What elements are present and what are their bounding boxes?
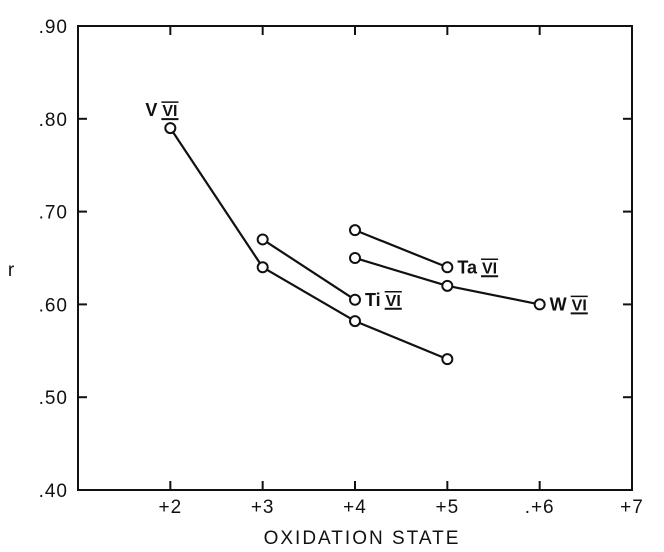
- series-label-element: W: [550, 294, 567, 314]
- series-line-segment: [358, 321, 444, 359]
- y-tick-label: .70: [39, 203, 68, 224]
- y-tick-label: .80: [39, 110, 68, 131]
- series-line-segment: [265, 268, 352, 320]
- markers-layer: [164, 122, 546, 366]
- series-label-coordination: VI: [572, 297, 587, 314]
- series-line-segment: [358, 230, 444, 267]
- data-point-marker: [441, 261, 454, 274]
- y-axis-ticks: .40 .50 .60 .70 .80 .90: [39, 17, 632, 502]
- x-tick-label: +4: [343, 497, 367, 518]
- data-point-marker: [349, 224, 361, 237]
- x-tick-label: .+6: [525, 497, 555, 518]
- data-point-marker: [256, 261, 269, 274]
- series-line-segment: [358, 258, 444, 286]
- data-point-marker: [441, 353, 454, 366]
- data-point-marker: [256, 233, 269, 246]
- data-point-marker: [164, 122, 177, 135]
- data-point-marker: [349, 252, 361, 264]
- y-tick-label: .90: [39, 17, 68, 38]
- y-tick-label: .40: [39, 481, 68, 502]
- x-axis-label: OXIDATION STATE: [264, 528, 461, 549]
- x-axis-ticks: +2 +3 +4 +5 .+6 +7: [158, 26, 643, 518]
- data-point-marker: [441, 279, 454, 292]
- data-point-marker: [349, 315, 361, 328]
- y-axis-label: r: [8, 260, 16, 281]
- series-label-coordination: VI: [162, 103, 177, 120]
- series-label: Ti VI: [365, 290, 402, 310]
- data-point-marker: [349, 293, 361, 306]
- x-tick-label: +3: [251, 497, 275, 518]
- series-label-element: Ti: [365, 290, 381, 310]
- series-line-segment: [451, 285, 536, 305]
- series-label: Ta VI: [457, 257, 499, 278]
- series-label-element: V: [145, 100, 157, 120]
- x-tick-label: +5: [435, 497, 459, 518]
- series-line-segment: [171, 131, 262, 265]
- x-tick-label: +7: [620, 497, 644, 518]
- series-line-segment: [265, 241, 352, 299]
- data-point-marker: [533, 298, 546, 311]
- series-label: V VI: [145, 100, 179, 121]
- series-label: W VI: [550, 294, 588, 315]
- series-layer: [171, 131, 536, 359]
- x-tick-label: +2: [158, 497, 182, 518]
- series-label-coordination: VI: [386, 293, 401, 310]
- y-tick-label: .60: [39, 295, 68, 316]
- series-label-element: Ta: [457, 257, 478, 277]
- y-tick-label: .50: [39, 388, 68, 409]
- series-label-coordination: VI: [482, 260, 497, 277]
